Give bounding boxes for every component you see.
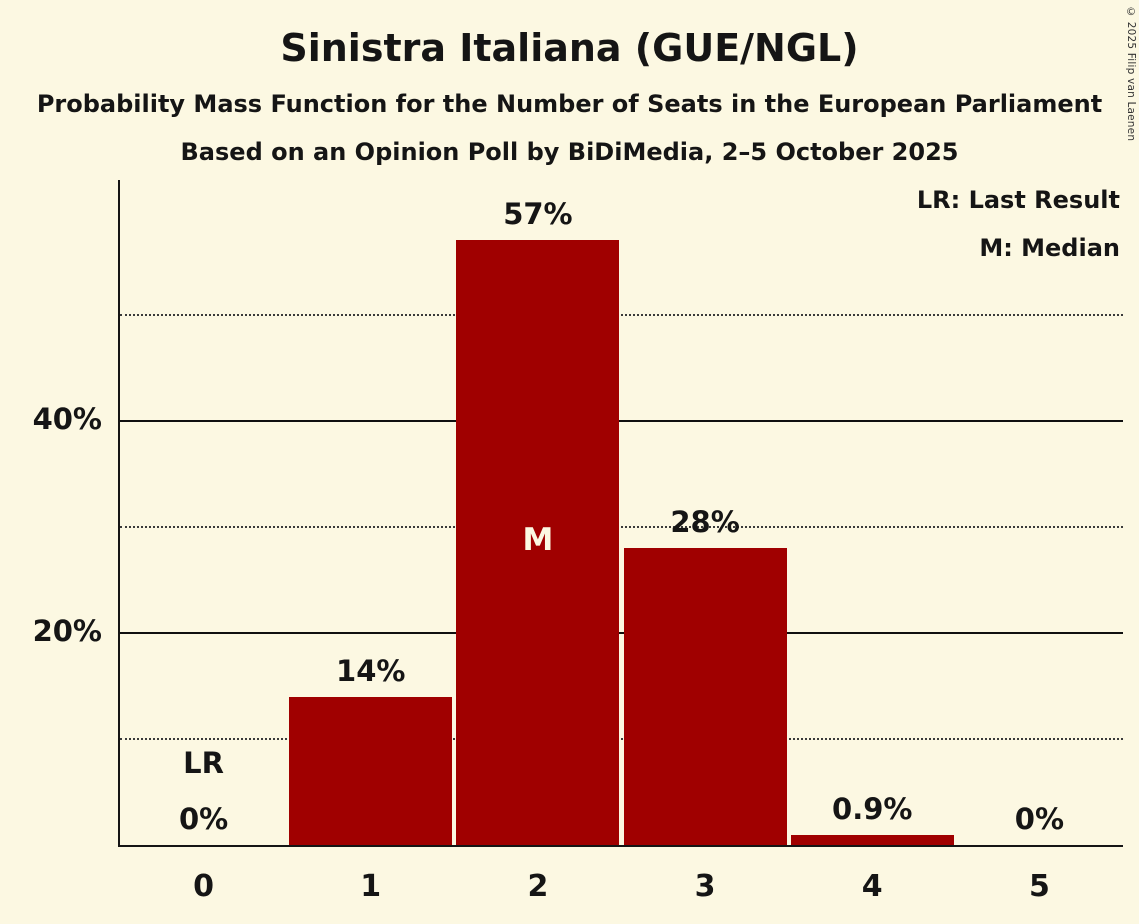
gridline-dotted-50 xyxy=(120,313,1123,316)
chart-subtitle: Probability Mass Function for the Number… xyxy=(36,90,1103,118)
x-axis-label-0: 0 xyxy=(193,869,215,904)
last-result-marker: LR xyxy=(183,746,224,780)
bar-seats-4 xyxy=(790,835,954,845)
copyright-notice: © 2025 Filip van Laenen xyxy=(1125,6,1137,142)
bar-value-label-0: 0% xyxy=(178,802,229,836)
bar-value-label-4: 0.9% xyxy=(832,792,913,827)
bar-value-label-2: 57% xyxy=(503,197,573,232)
y-axis-label-40: 40% xyxy=(32,401,102,436)
bar-seats-2 xyxy=(456,240,620,845)
gridline-dotted-30 xyxy=(120,525,1123,528)
y-axis-label-20: 20% xyxy=(32,613,102,648)
bar-seats-1 xyxy=(289,696,453,845)
chart-title: Sinistra Italiana (GUE/NGL) xyxy=(280,26,859,70)
bar-seats-3 xyxy=(623,548,787,845)
x-axis-label-2: 2 xyxy=(527,869,549,904)
bar-value-label-5: 0% xyxy=(1014,802,1065,836)
x-axis-label-3: 3 xyxy=(694,869,716,904)
x-axis-label-5: 5 xyxy=(1028,869,1050,904)
bar-value-label-3: 28% xyxy=(670,505,740,540)
plot-area: 0% 14% 57% 28% 0.9% 0% 0 1 2 3 4 5 M LR xyxy=(118,180,1123,904)
bar-value-label-1: 14% xyxy=(336,653,406,688)
x-axis-label-1: 1 xyxy=(360,869,382,904)
gridline-solid-20 xyxy=(120,631,1123,634)
legend-median: M: Median xyxy=(979,234,1120,262)
legend-last-result: LR: Last Result xyxy=(916,186,1120,214)
x-axis-label-4: 4 xyxy=(861,869,883,904)
gridline-solid-40 xyxy=(120,419,1123,422)
chart-poll-source: Based on an Opinion Poll by BiDiMedia, 2… xyxy=(180,138,959,166)
gridline-dotted-10 xyxy=(120,737,1123,740)
median-marker: M xyxy=(522,521,554,558)
